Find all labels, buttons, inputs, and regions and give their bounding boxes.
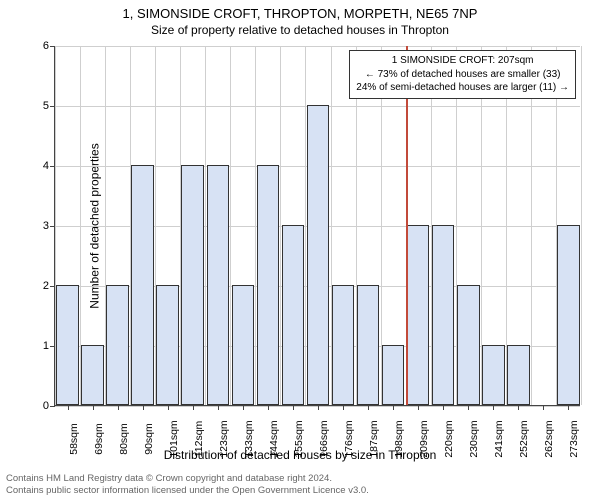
y-tick-label: 3 xyxy=(43,220,49,232)
bar xyxy=(106,285,129,405)
annotation-line-3: 24% of semi-detached houses are larger (… xyxy=(356,81,569,95)
y-tick-label: 6 xyxy=(43,40,49,52)
bar xyxy=(257,165,280,405)
y-tick-mark xyxy=(50,226,55,227)
x-tick-mark xyxy=(368,405,369,410)
y-tick-mark xyxy=(50,406,55,407)
chart: 0123456 58sqm69sqm80sqm90sqm101sqm112sqm… xyxy=(54,46,580,406)
annotation-line-1: 1 SIMONSIDE CROFT: 207sqm xyxy=(356,54,569,68)
page-title: 1, SIMONSIDE CROFT, THROPTON, MORPETH, N… xyxy=(0,0,600,21)
x-tick-mark xyxy=(243,405,244,410)
x-tick-mark xyxy=(168,405,169,410)
bar xyxy=(131,165,154,405)
y-tick-label: 4 xyxy=(43,160,49,172)
bar xyxy=(232,285,255,405)
x-tick-mark xyxy=(268,405,269,410)
bars-layer xyxy=(55,46,580,405)
x-tick-mark xyxy=(543,405,544,410)
y-tick-label: 5 xyxy=(43,100,49,112)
bar xyxy=(156,285,179,405)
bar xyxy=(507,345,530,405)
subject-marker-line xyxy=(406,46,408,405)
y-tick-mark xyxy=(50,346,55,347)
footer: Contains HM Land Registry data © Crown c… xyxy=(6,473,369,497)
x-tick-mark xyxy=(68,405,69,410)
annotation-box: 1 SIMONSIDE CROFT: 207sqm ← 73% of detac… xyxy=(349,50,576,99)
y-tick-mark xyxy=(50,286,55,287)
x-tick-mark xyxy=(393,405,394,410)
y-tick-mark xyxy=(50,106,55,107)
x-tick-mark xyxy=(568,405,569,410)
bar xyxy=(282,225,305,405)
bar xyxy=(457,285,480,405)
y-tick-mark xyxy=(50,166,55,167)
bar xyxy=(407,225,430,405)
x-tick-mark xyxy=(343,405,344,410)
bar xyxy=(482,345,505,405)
footer-line-2: Contains public sector information licen… xyxy=(6,485,369,497)
x-tick-mark xyxy=(118,405,119,410)
x-tick-mark xyxy=(318,405,319,410)
bar xyxy=(207,165,230,405)
y-tick-label: 2 xyxy=(43,280,49,292)
bar xyxy=(382,345,405,405)
x-tick-mark xyxy=(93,405,94,410)
bar xyxy=(332,285,355,405)
x-tick-mark xyxy=(443,405,444,410)
bar xyxy=(557,225,580,405)
bar xyxy=(181,165,204,405)
plot-area: 0123456 58sqm69sqm80sqm90sqm101sqm112sqm… xyxy=(54,46,580,406)
bar xyxy=(56,285,79,405)
bar xyxy=(432,225,455,405)
annotation-line-2: ← 73% of detached houses are smaller (33… xyxy=(356,68,569,82)
y-tick-label: 1 xyxy=(43,340,49,352)
y-tick-label: 0 xyxy=(43,400,49,412)
y-tick-mark xyxy=(50,46,55,47)
bar xyxy=(307,105,330,405)
x-tick-mark xyxy=(143,405,144,410)
x-tick-mark xyxy=(493,405,494,410)
x-tick-mark xyxy=(518,405,519,410)
x-axis-label: Distribution of detached houses by size … xyxy=(0,448,600,462)
x-tick-mark xyxy=(293,405,294,410)
footer-line-1: Contains HM Land Registry data © Crown c… xyxy=(6,473,369,485)
x-tick-mark xyxy=(193,405,194,410)
x-tick-mark xyxy=(218,405,219,410)
bar xyxy=(357,285,380,405)
x-tick-mark xyxy=(418,405,419,410)
x-tick-mark xyxy=(468,405,469,410)
grid-v xyxy=(581,46,582,405)
chart-subtitle: Size of property relative to detached ho… xyxy=(0,23,600,37)
bar xyxy=(81,345,104,405)
